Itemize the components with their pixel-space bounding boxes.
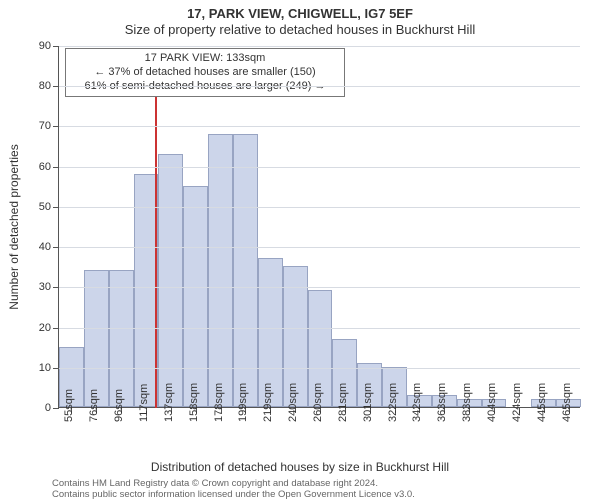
bars-group	[59, 46, 580, 407]
plot-area: 17 PARK VIEW: 133sqm ← 37% of detached h…	[58, 46, 580, 408]
annotation-line1: 17 PARK VIEW: 133sqm	[72, 52, 338, 66]
marker-line	[155, 62, 157, 408]
y-tick	[53, 328, 59, 329]
y-tick	[53, 46, 59, 47]
y-tick-label: 80	[23, 80, 51, 92]
y-tick-label: 20	[23, 322, 51, 334]
bar	[233, 134, 258, 408]
y-tick	[53, 247, 59, 248]
y-tick-label: 30	[23, 281, 51, 293]
y-tick	[53, 86, 59, 87]
annotation-box: 17 PARK VIEW: 133sqm ← 37% of detached h…	[65, 48, 345, 97]
grid-line	[59, 86, 580, 87]
x-axis-label: Distribution of detached houses by size …	[0, 460, 600, 474]
bar	[109, 270, 134, 407]
annotation-line2: ← 37% of detached houses are smaller (15…	[72, 66, 338, 80]
y-tick-label: 40	[23, 241, 51, 253]
footer-line1: Contains HM Land Registry data © Crown c…	[52, 478, 415, 489]
y-tick	[53, 207, 59, 208]
grid-line	[59, 126, 580, 127]
y-tick	[53, 167, 59, 168]
chart-title-main: 17, PARK VIEW, CHIGWELL, IG7 5EF	[0, 6, 600, 21]
y-tick	[53, 126, 59, 127]
chart-title-sub: Size of property relative to detached ho…	[0, 22, 600, 37]
grid-line	[59, 207, 580, 208]
grid-line	[59, 46, 580, 47]
grid-line	[59, 247, 580, 248]
y-tick-label: 70	[23, 120, 51, 132]
y-tick-label: 50	[23, 201, 51, 213]
bar	[158, 154, 183, 407]
grid-line	[59, 328, 580, 329]
y-tick	[53, 408, 59, 409]
bar	[208, 134, 233, 408]
y-axis-label: Number of detached properties	[7, 144, 21, 309]
grid-line	[59, 368, 580, 369]
grid-line	[59, 287, 580, 288]
grid-line	[59, 167, 580, 168]
bar	[84, 270, 109, 407]
chart-container: 17, PARK VIEW, CHIGWELL, IG7 5EF Size of…	[0, 0, 600, 500]
y-tick-label: 10	[23, 362, 51, 374]
footer-text: Contains HM Land Registry data © Crown c…	[52, 478, 415, 500]
bar	[183, 186, 208, 407]
y-tick	[53, 287, 59, 288]
y-tick-label: 0	[23, 402, 51, 414]
y-tick	[53, 368, 59, 369]
footer-line2: Contains public sector information licen…	[52, 489, 415, 500]
y-tick-label: 90	[23, 40, 51, 52]
y-tick-label: 60	[23, 161, 51, 173]
